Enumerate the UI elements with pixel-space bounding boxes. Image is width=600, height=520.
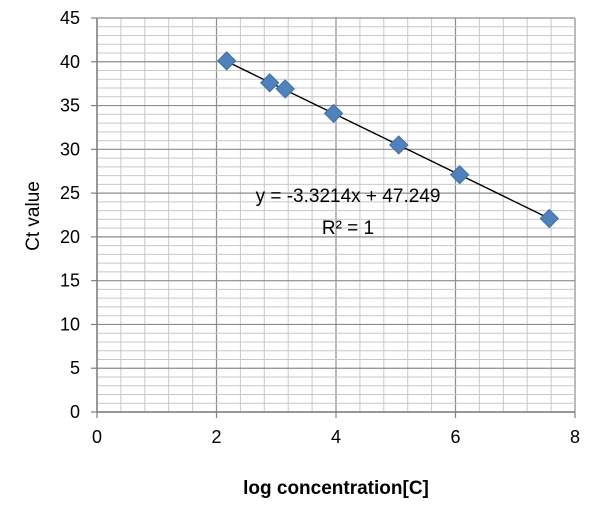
x-tick-label: 2 (211, 427, 221, 447)
y-tick-label: 45 (60, 8, 80, 28)
y-axis-title: Ct value (23, 181, 44, 251)
x-tick-label: 6 (450, 427, 460, 447)
data-point (449, 165, 470, 185)
data-point (259, 73, 280, 93)
y-tick-label: 30 (60, 139, 80, 159)
y-tick-label: 25 (60, 183, 80, 203)
y-tick-label: 0 (70, 402, 80, 422)
data-point (275, 79, 295, 99)
data-point (216, 51, 237, 71)
data-points (216, 51, 560, 229)
y-tick-label: 15 (60, 271, 80, 291)
y-tick-label: 35 (60, 96, 80, 116)
grid (96, 17, 576, 413)
axes (91, 17, 576, 418)
tick-labels: 0 2 4 6 8 0 5 10 15 20 25 30 35 40 45 (60, 8, 580, 447)
equation-label: y = -3.3214x + 47.249 (256, 186, 441, 207)
data-point (323, 103, 344, 124)
data-point (389, 135, 409, 155)
y-tick-label: 5 (70, 358, 80, 378)
x-tick-label: 8 (570, 427, 580, 447)
x-axis-title: log concentration[C] (243, 478, 429, 499)
r-squared-label: R² = 1 (322, 218, 374, 239)
y-tick-label: 10 (60, 314, 80, 334)
x-tick-label: 0 (92, 427, 102, 447)
data-point (539, 208, 560, 229)
y-tick-label: 40 (60, 52, 80, 72)
x-tick-label: 4 (331, 427, 341, 447)
y-tick-label: 20 (60, 227, 80, 247)
